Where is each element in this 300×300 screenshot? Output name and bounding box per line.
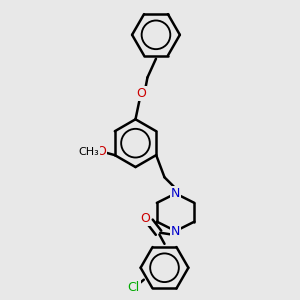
Text: N: N — [171, 225, 180, 238]
Text: O: O — [96, 145, 106, 158]
Text: O: O — [136, 87, 146, 100]
Text: O: O — [140, 212, 150, 225]
Text: CH₃: CH₃ — [79, 147, 100, 157]
Text: Cl: Cl — [128, 281, 140, 294]
Text: N: N — [171, 187, 180, 200]
